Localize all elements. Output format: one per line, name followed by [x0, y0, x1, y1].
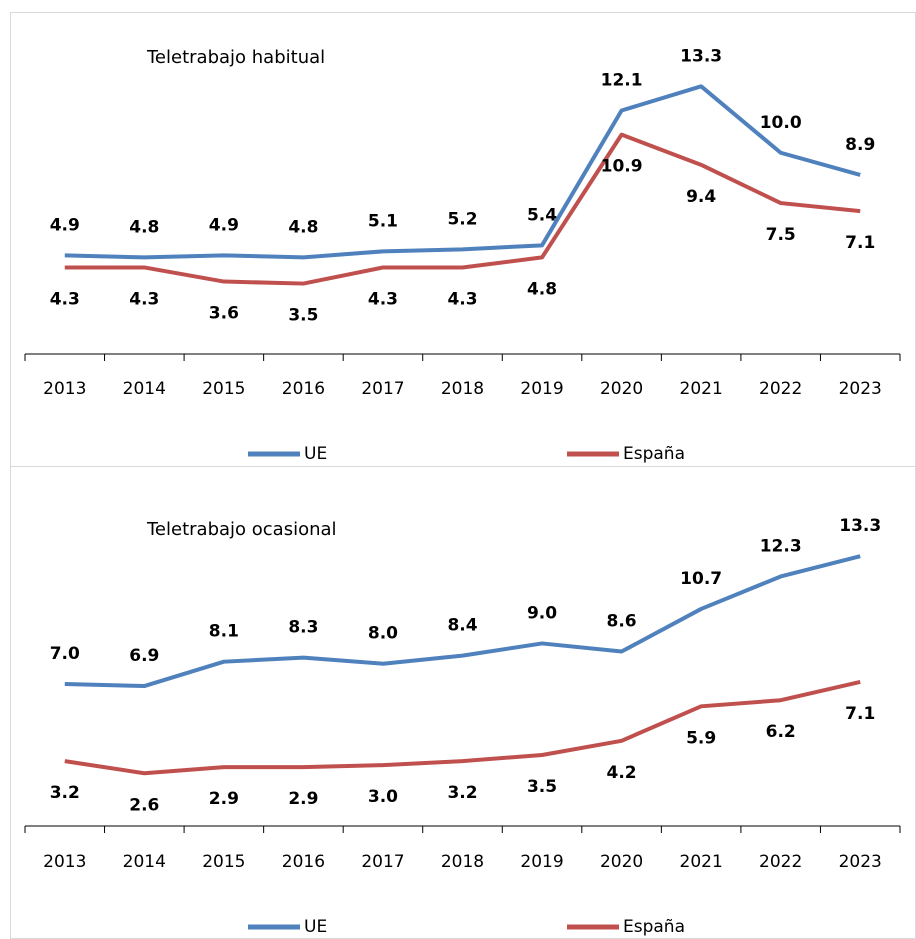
data-label: 6.9: [129, 646, 159, 666]
data-label: 4.3: [129, 289, 159, 309]
data-label: 4.8: [527, 279, 557, 299]
data-label: 5.4: [527, 205, 557, 225]
data-label: 12.1: [601, 70, 643, 90]
data-label: 10.0: [760, 113, 802, 133]
data-label: 7.1: [845, 233, 875, 253]
series-line: [64, 680, 861, 776]
x-tick-label: 2015: [202, 379, 245, 399]
x-tick-label: 2022: [759, 852, 802, 872]
x-tick-label: 2019: [520, 852, 563, 872]
data-label: 3.0: [368, 787, 398, 807]
data-label: 13.3: [680, 46, 722, 66]
series-line: [64, 132, 861, 286]
legend-label: UE: [304, 444, 327, 464]
data-label: 8.3: [288, 618, 318, 638]
x-tick-label: 2017: [361, 379, 404, 399]
data-label: 8.4: [447, 616, 477, 636]
data-label: 8.9: [845, 135, 875, 155]
data-label: 10.7: [680, 569, 722, 589]
chart-title: Teletrabajo ocasional: [146, 519, 337, 540]
x-tick-label: 2016: [282, 852, 325, 872]
data-label: 3.5: [288, 306, 318, 326]
x-tick-label: 2019: [520, 379, 563, 399]
data-label: 2.6: [129, 795, 159, 815]
series-line: [64, 84, 861, 260]
x-tick-label: 2022: [759, 379, 802, 399]
data-label: 4.2: [607, 763, 637, 783]
data-label: 3.2: [447, 783, 477, 803]
data-label: 9.0: [527, 603, 557, 623]
data-label: 12.3: [760, 536, 802, 556]
x-tick-label: 2014: [123, 379, 166, 399]
data-label: 7.0: [50, 644, 80, 664]
chart-title: Teletrabajo habitual: [146, 47, 325, 68]
x-tick-label: 2021: [680, 379, 723, 399]
data-label: 8.6: [607, 612, 637, 632]
data-label: 4.3: [50, 289, 80, 309]
data-label: 3.6: [209, 304, 239, 324]
data-label: 10.9: [601, 157, 643, 177]
data-label: 13.3: [839, 516, 881, 536]
data-label: 7.1: [845, 704, 875, 724]
data-label: 8.0: [368, 624, 398, 644]
legend-label: UE: [304, 917, 327, 937]
data-label: 7.5: [766, 225, 796, 245]
x-tick-label: 2020: [600, 852, 643, 872]
x-tick-label: 2021: [680, 852, 723, 872]
data-label: 5.1: [368, 211, 398, 231]
data-label: 4.3: [447, 289, 477, 309]
data-label: 6.2: [766, 722, 796, 742]
x-tick-label: 2017: [361, 852, 404, 872]
data-label: 3.5: [527, 777, 557, 797]
x-tick-label: 2018: [441, 379, 484, 399]
data-label: 4.8: [288, 217, 318, 237]
data-label: 4.3: [368, 289, 398, 309]
series-line: [64, 554, 861, 689]
legend-label: España: [623, 917, 685, 937]
x-tick-label: 2014: [123, 852, 166, 872]
x-tick-label: 2013: [43, 379, 86, 399]
x-tick-label: 2020: [600, 379, 643, 399]
data-label: 2.9: [209, 789, 239, 809]
data-label: 2.9: [288, 789, 318, 809]
data-label: 5.2: [447, 209, 477, 229]
data-label: 8.1: [209, 622, 239, 642]
data-label: 9.4: [686, 187, 716, 207]
x-tick-label: 2018: [441, 852, 484, 872]
data-label: 4.9: [50, 215, 80, 235]
data-label: 4.8: [129, 217, 159, 237]
data-label: 4.9: [209, 215, 239, 235]
data-label: 3.2: [50, 783, 80, 803]
x-tick-label: 2013: [43, 852, 86, 872]
x-tick-label: 2023: [839, 852, 882, 872]
x-tick-label: 2015: [202, 852, 245, 872]
legend-label: España: [623, 444, 685, 464]
x-tick-label: 2016: [282, 379, 325, 399]
x-tick-label: 2023: [839, 379, 882, 399]
data-label: 5.9: [686, 728, 716, 748]
